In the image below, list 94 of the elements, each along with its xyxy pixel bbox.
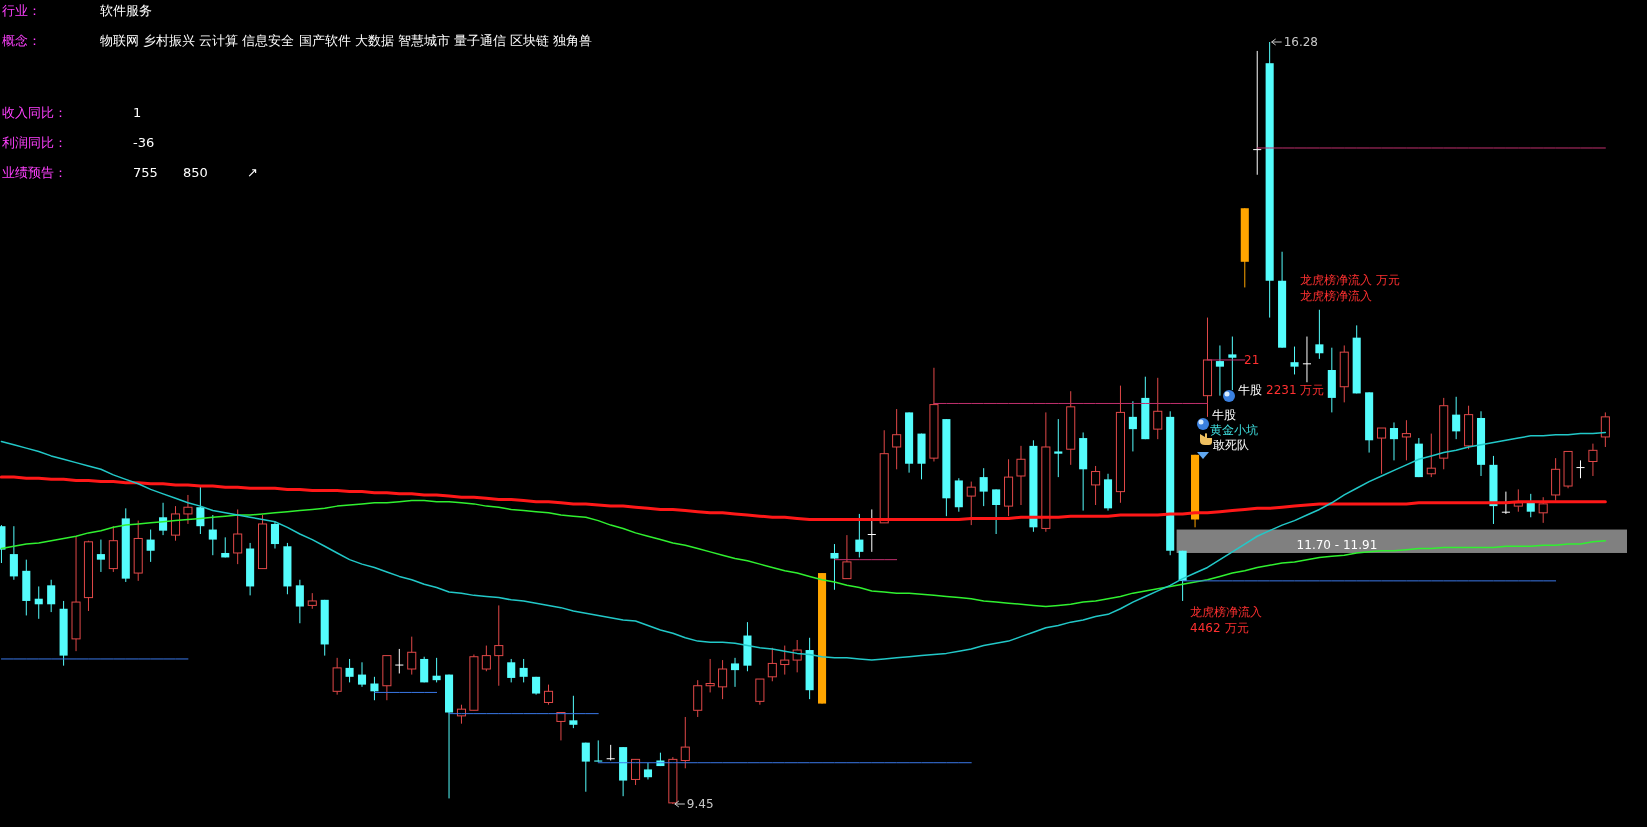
candlestick (1588, 443, 1598, 477)
annotation: 龙虎榜净流入 (1300, 289, 1372, 303)
annotation: 850 (183, 165, 208, 180)
candlestick (1315, 309, 1324, 360)
candlestick (196, 485, 205, 535)
candlestick (208, 514, 217, 556)
annotation: 4462 (1190, 621, 1221, 635)
candlestick (1153, 377, 1163, 440)
candlestick (643, 762, 653, 780)
candlestick (1302, 336, 1311, 383)
candlestick (569, 695, 578, 729)
candlestick (892, 408, 902, 470)
annotation: 万元 (1300, 383, 1324, 397)
text: 行业： (2, 3, 41, 18)
candlestick (830, 543, 839, 591)
candlestick (1426, 433, 1436, 478)
band-label: 11.70 - 11.91 (1296, 537, 1378, 552)
candlestick (1128, 400, 1137, 452)
candlestick (494, 604, 504, 687)
candlestick (332, 657, 342, 696)
candlestick (1290, 346, 1299, 375)
candlestick (855, 513, 864, 558)
candlestick (1054, 418, 1063, 478)
annotation: 牛股 (1212, 408, 1236, 422)
candlestick (1091, 465, 1101, 506)
annotation: 755 (133, 165, 158, 180)
annotation: 万元 (1376, 273, 1400, 287)
annotation: 2231 (1266, 383, 1297, 397)
candlestick (146, 529, 155, 563)
candlestick (718, 659, 728, 700)
annotation: 收入同比： (2, 105, 67, 120)
candlestick (270, 521, 280, 550)
candlestick (420, 656, 429, 683)
annotation: 万元 (1225, 621, 1249, 635)
annotation: 21 (1244, 353, 1260, 367)
annotation: 1 (133, 105, 142, 120)
candlestick (979, 467, 988, 507)
candlestick (631, 758, 641, 786)
annotation: 9.45 (686, 797, 714, 811)
annotation: 敢死队 (1213, 438, 1249, 452)
candlestick (1576, 459, 1585, 479)
candlestick (730, 657, 740, 688)
annotation: 16.28 (1283, 35, 1319, 49)
candlestick (1600, 411, 1610, 448)
candlestick (170, 505, 181, 542)
candlestick (705, 658, 715, 693)
candlestick (1538, 496, 1548, 524)
candlestick (395, 648, 404, 674)
candlestick (9, 525, 18, 581)
candlestick (1377, 427, 1387, 475)
candlestick (992, 488, 1001, 535)
candlestick (295, 579, 304, 624)
candlestick (543, 684, 554, 706)
text: 软件服务 (100, 3, 152, 18)
annotation: 牛股 (1238, 383, 1262, 397)
candlestick (1253, 50, 1262, 176)
candlestick (47, 579, 56, 613)
annotation: 概念： (2, 33, 41, 48)
candlestick (594, 739, 603, 763)
annotation: 龙虎榜净流入 (1300, 273, 1372, 287)
candlestick (1228, 336, 1237, 391)
candlestick (1452, 396, 1461, 440)
candlestick (792, 639, 802, 673)
candlestick (357, 661, 367, 688)
candlestick (519, 658, 528, 683)
candlestick (407, 636, 417, 676)
candlestick (680, 716, 690, 769)
candlestick (1389, 421, 1399, 461)
candlestick (159, 502, 168, 536)
candlestick (581, 742, 590, 793)
candlestick (966, 481, 976, 526)
candlestick (755, 678, 765, 706)
candlestick (556, 712, 566, 741)
candlestick (1016, 445, 1026, 506)
annotation: 物联网 乡村振兴 云计算 信息安全 国产软件 大数据 智慧城市 量子通信 区块链 独角兽 (100, 33, 593, 48)
candlestick (233, 508, 243, 565)
annotation: 黄金小坑 (1210, 423, 1258, 437)
candlestick (867, 508, 876, 553)
candlestick (183, 494, 193, 525)
candlestick (481, 645, 491, 672)
candlestick (780, 645, 790, 676)
annotation: ↗ (247, 165, 258, 180)
candlestick (345, 658, 354, 683)
candlestick (96, 539, 105, 573)
annotation: -36 (133, 135, 155, 150)
annotation: 利润同比： (2, 135, 67, 150)
candlestick (1513, 488, 1523, 513)
candlestick (842, 534, 852, 580)
candlestick (767, 647, 777, 682)
annotation: 龙虎榜净流入 (1190, 605, 1262, 619)
candlestick (507, 658, 516, 683)
annotation: 业绩预告： (2, 165, 67, 180)
candlestick (1401, 419, 1411, 461)
candlestick (1501, 491, 1510, 515)
